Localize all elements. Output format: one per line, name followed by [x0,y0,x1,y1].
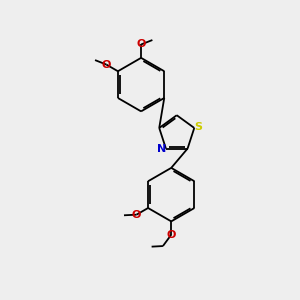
Text: O: O [102,59,111,70]
Text: O: O [136,40,146,50]
Text: N: N [157,144,166,154]
Text: S: S [195,122,203,132]
Text: O: O [167,230,176,240]
Text: O: O [132,210,141,220]
